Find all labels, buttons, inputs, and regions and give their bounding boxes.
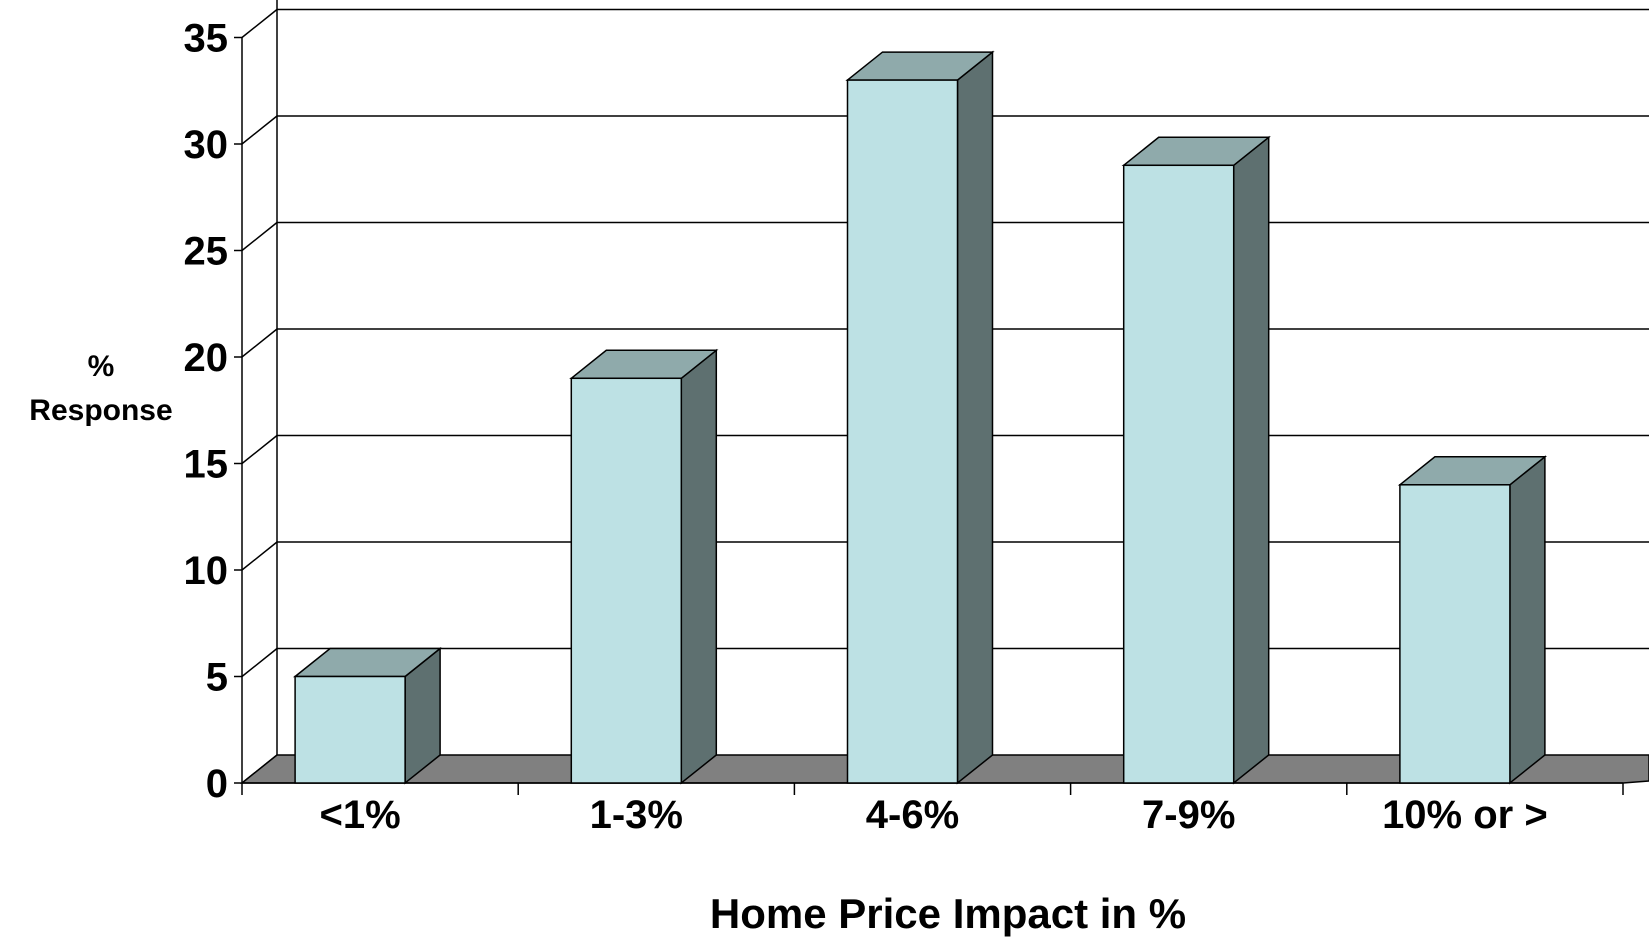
gridline-wall-connector <box>241 541 278 571</box>
bar-front <box>1399 484 1511 784</box>
y-tick-label: 20 <box>184 336 229 380</box>
y-tick-label: 35 <box>184 17 229 61</box>
bars <box>292 50 1548 785</box>
y-tick-label: 10 <box>184 549 229 593</box>
x-tick-label: <1% <box>320 793 401 837</box>
bar-side <box>956 50 994 785</box>
bar <box>569 348 719 785</box>
bar-side <box>1509 455 1546 785</box>
x-tick-label: 7-9% <box>1142 793 1235 837</box>
y-tick-label: 0 <box>206 762 228 806</box>
gridline-wall-connector <box>241 328 278 358</box>
y-tick-label: 30 <box>184 123 229 167</box>
x-tick-label: 1-3% <box>590 793 683 837</box>
bar <box>292 646 443 785</box>
bar-front <box>846 79 959 784</box>
gridline-wall-connector <box>241 647 278 678</box>
x-axis-title: Home Price Impact in % <box>710 890 1186 937</box>
bar <box>1121 135 1271 785</box>
bar <box>1397 455 1548 785</box>
gridline-wall-connector <box>241 115 278 145</box>
y-tick-label: 25 <box>184 230 229 274</box>
bar-side <box>680 348 718 785</box>
x-tick-label: 4-6% <box>866 793 959 837</box>
bar-front <box>1122 164 1235 784</box>
y-axis-title-line-1: % <box>88 350 115 383</box>
y-tick-label: 15 <box>184 443 229 487</box>
bar-side <box>1232 135 1270 785</box>
gridline-wall-connector <box>241 221 278 252</box>
labels: 0 5 10 15 20 25 30 35 <1% 1-3% 4-6% 7-9% 10% or > <box>184 17 1548 838</box>
y-tick-label: 5 <box>206 656 228 700</box>
bar <box>845 50 995 785</box>
bar-front <box>570 377 683 784</box>
gridline-wall-connector <box>241 434 278 465</box>
x-tick-label: 10% or > <box>1382 793 1548 837</box>
bar-front <box>294 675 406 784</box>
gridline-wall-connector <box>241 8 278 39</box>
y-axis-title-line-2: Response <box>29 394 172 427</box>
